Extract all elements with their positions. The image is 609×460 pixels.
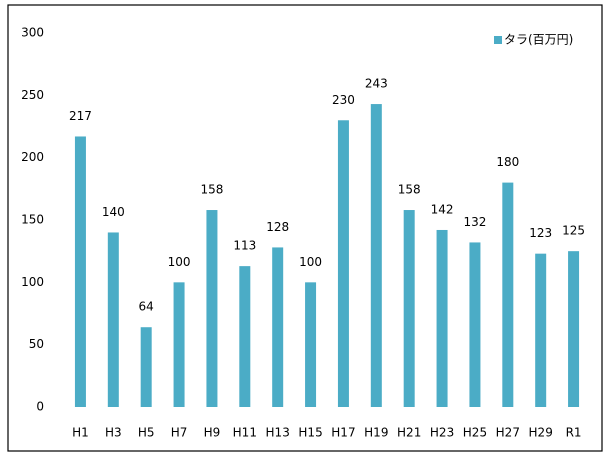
y-tick-label: 100 xyxy=(21,275,44,289)
bar xyxy=(337,120,349,408)
data-label: 243 xyxy=(365,77,388,91)
y-tick-label: 0 xyxy=(36,400,44,414)
bar xyxy=(370,104,382,407)
y-tick-label: 50 xyxy=(29,337,44,351)
data-label: 158 xyxy=(398,183,421,197)
x-tick-label: H21 xyxy=(397,426,421,440)
bar xyxy=(107,232,119,407)
y-tick-label: 200 xyxy=(21,150,44,164)
bar xyxy=(535,253,547,407)
x-tick-label: H3 xyxy=(105,426,122,440)
bar xyxy=(206,210,218,407)
bar xyxy=(74,136,86,407)
y-tick-label: 300 xyxy=(21,26,44,40)
bar xyxy=(403,210,415,407)
x-tick-label: H11 xyxy=(233,426,257,440)
bar xyxy=(140,327,152,407)
bar xyxy=(502,182,514,407)
bar xyxy=(469,242,481,407)
x-tick-label: H15 xyxy=(298,426,322,440)
data-label: 230 xyxy=(332,93,355,107)
x-tick-label: R1 xyxy=(566,426,582,440)
legend-swatch xyxy=(494,36,502,44)
bar xyxy=(239,266,251,407)
data-label: 180 xyxy=(496,155,519,169)
x-tick-label: H27 xyxy=(496,426,520,440)
data-label: 100 xyxy=(168,255,191,269)
x-tick-label: H5 xyxy=(138,426,155,440)
y-tick-label: 150 xyxy=(21,213,44,227)
legend-label: タラ(百万円) xyxy=(504,33,573,47)
data-label: 64 xyxy=(139,300,154,314)
data-label: 158 xyxy=(200,183,223,197)
bar xyxy=(173,282,185,407)
x-tick-label: H1 xyxy=(72,426,89,440)
x-tick-label: H13 xyxy=(266,426,290,440)
x-tick-label: H9 xyxy=(204,426,221,440)
data-label: 125 xyxy=(562,224,585,238)
x-tick-label: H17 xyxy=(331,426,355,440)
x-tick-label: H19 xyxy=(364,426,388,440)
data-label: 142 xyxy=(431,202,454,216)
data-label: 100 xyxy=(299,255,322,269)
x-tick-label: H25 xyxy=(463,426,487,440)
data-label: 217 xyxy=(69,109,92,123)
bar xyxy=(305,282,317,407)
data-label: 123 xyxy=(529,226,552,240)
data-label: 113 xyxy=(233,239,256,253)
y-tick-label: 250 xyxy=(21,88,44,102)
data-label: 140 xyxy=(102,205,125,219)
bar xyxy=(272,247,284,407)
bar xyxy=(568,251,580,407)
data-label: 128 xyxy=(266,220,289,234)
x-tick-label: H23 xyxy=(430,426,454,440)
x-tick-label: H7 xyxy=(171,426,188,440)
bar xyxy=(436,229,448,407)
x-tick-label: H29 xyxy=(529,426,553,440)
data-label: 132 xyxy=(463,215,486,229)
